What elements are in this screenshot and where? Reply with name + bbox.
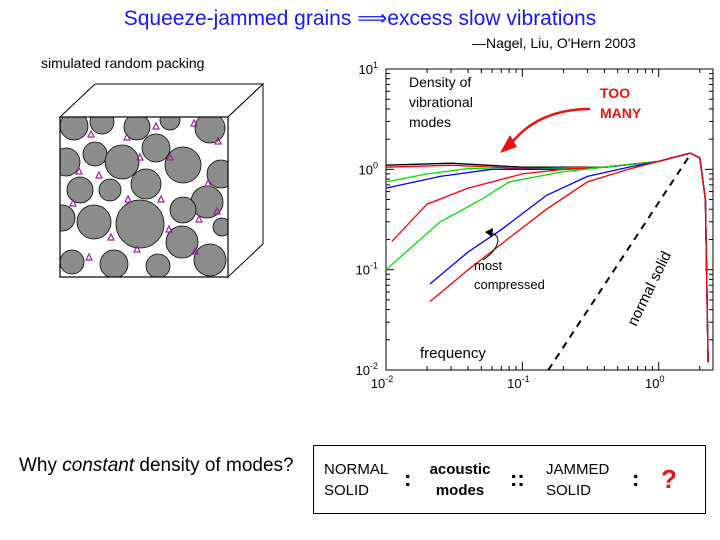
contact-marker [95,170,103,179]
citation: —Nagel, Liu, O'Hern 2003 [472,35,636,51]
grain-circle [66,176,94,204]
y-tick-label: 101 [359,60,378,77]
dos-chart: 10-2 10-1 100 101 100 10-1 10-2 Density of vib… [356,60,714,391]
axis-ticks [385,68,713,371]
too-many-arrow [509,107,591,146]
acoustic-line-2: modes [435,482,485,499]
grain-circle [115,199,165,249]
most-compressed-line-1: most [474,258,503,273]
too-many-line-2: MANY [600,105,642,121]
box-side-face [227,82,264,279]
too-many-arrowhead [500,135,517,153]
question-text: Why constant density of modes? [19,452,309,479]
grain-circle [159,117,181,131]
contact-marker [87,129,95,138]
contact-marker [152,121,160,130]
grain-circle [212,217,228,237]
x-tick-label: 10-2 [371,374,393,391]
normal-solid-line [547,154,692,371]
question-emphasis: constant [62,455,135,476]
grain-circle [60,204,76,232]
y-tick-label: 100 [359,160,378,177]
grain-circle [145,253,171,277]
contact-marker [75,166,83,175]
ratio-colon-2: : [632,466,640,491]
contact-marker [124,194,132,203]
grain-circle [141,133,171,163]
plot-frame [385,68,714,371]
grain-group [60,117,228,277]
jammed-solid-line-2: SOLID [546,482,592,499]
box-front-face [59,116,229,278]
most-compressed-arrow [482,232,499,261]
grain-circle [169,196,197,224]
acoustic-line-1: acoustic [429,461,491,478]
grain-circle [60,117,89,141]
contact-marker [191,246,199,255]
most-compressed-arrowhead [485,228,493,237]
grain-circle [82,141,108,167]
grain-circle [60,147,81,177]
too-many-line-1: TOO [600,85,630,101]
contact-markers [69,118,222,261]
contact-marker [190,118,198,127]
contact-marker [133,244,141,253]
grain-circle [164,146,202,184]
grain-circle [89,117,115,135]
axis-tick-labels: 10-2 10-1 100 101 100 10-1 10-2 [356,60,665,391]
x-tick-label: 100 [645,374,664,391]
ratio-colon-1: : [404,466,412,491]
ylabel-line-3: modes [409,114,451,130]
normal-solid-label: normal solid [624,249,675,329]
grain-circle [98,178,122,202]
dos-curve-7 [429,152,709,363]
jammed-solid-term: JAMMED SOLID [546,459,609,501]
packing-caption: simulated random packing [41,55,205,71]
contact-marker [123,132,131,141]
grain-circle [165,225,199,259]
contact-marker [204,178,212,187]
most-compressed-line-2: compressed [474,277,545,292]
contact-marker [107,232,115,241]
contact-marker [195,214,203,223]
ylabel-line-1: Density of [409,74,471,90]
ylabel-line-2: vibrational [409,94,473,110]
series-layer [385,152,709,371]
normal-solid-line-1: NORMAL [324,461,389,478]
question-mark: ? [661,464,677,494]
grain-circle [130,168,162,200]
contact-marker [165,224,173,233]
packing-illustration [58,82,265,279]
grain-circle [206,159,228,189]
question-after: density of modes? [134,455,294,476]
acoustic-modes-term: acoustic modes [420,459,500,501]
contact-marker [166,152,174,161]
contact-marker [69,198,77,207]
y-tick-label: 10-1 [356,261,378,278]
grain-circle [60,249,85,275]
normal-solid-line-2: SOLID [324,482,370,499]
slide-title: Squeeze-jammed grains ⟹excess slow vibra… [123,7,597,30]
contact-marker [157,194,165,203]
grain-circle [99,249,129,277]
x-axis-label: frequency [420,345,486,362]
contact-marker [136,152,144,161]
contact-marker [213,206,221,215]
grain-circle [104,144,140,180]
grain-circle [193,243,227,277]
grain-circle [194,117,226,144]
contact-marker [85,252,93,261]
question-before: Why [19,455,63,476]
proportion-double-colon: :: [510,466,525,491]
contact-marker [214,136,222,145]
jammed-solid-line-1: JAMMED [546,461,610,478]
x-tick-label: 10-1 [507,374,529,391]
grain-circle [123,117,151,141]
y-tick-label: 10-2 [356,361,378,378]
grain-circle [76,204,112,240]
analogy-box: NORMAL SOLID : acoustic modes :: JAMMED … [313,445,706,514]
normal-solid-term: NORMAL SOLID [324,459,388,501]
